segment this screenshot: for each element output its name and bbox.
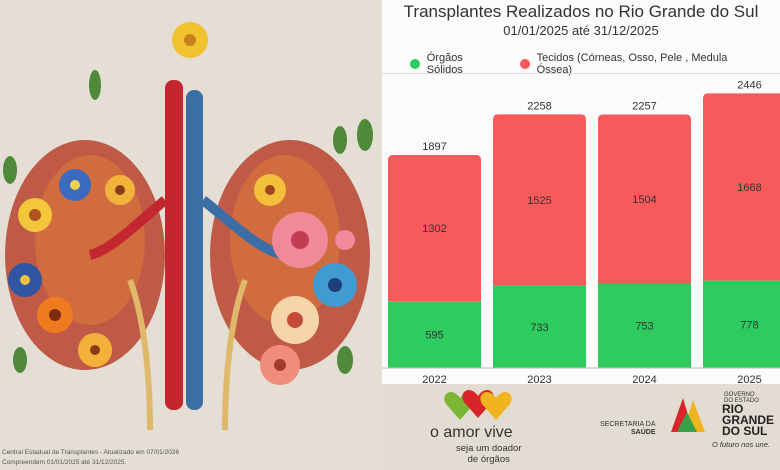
bar-tecidos-2024 — [598, 114, 691, 284]
secretaria-line1: SECRETARIA DA — [600, 421, 656, 428]
legend-swatch-tecidos — [519, 59, 530, 69]
update-note-line: Central Estadual de Transplantes - Atual… — [2, 449, 180, 456]
state-name-line1: RIO — [722, 402, 744, 416]
branding-footer: o amor vive seja um doador de órgãos SEC… — [382, 384, 780, 470]
total-label-2023: 2258 — [527, 100, 551, 112]
total-label-2025: 2446 — [737, 79, 761, 91]
state-name-line3: DO SUL — [722, 424, 768, 438]
data-label-orgaos-2023: 733 — [530, 322, 548, 334]
bar-tecidos-2022 — [388, 154, 481, 302]
gov-line1: GOVERNO — [724, 392, 755, 398]
state-name-line2: GRANDE — [722, 413, 775, 427]
legend-swatch-orgaos — [410, 59, 420, 69]
gov-label: GOVERNO DO ESTADO — [724, 392, 759, 404]
bar-orgaos-2022 — [388, 301, 481, 368]
bar-tecidos-2023 — [493, 114, 586, 286]
hearts-logo-icon — [444, 389, 512, 420]
slogan-sub-line2: de órgãos — [467, 454, 510, 465]
x-tick-label-2025: 2025 — [737, 374, 761, 384]
data-label-tecidos-2022: 1302 — [422, 223, 446, 235]
data-label-tecidos-2025: 1668 — [737, 182, 761, 194]
bar-orgaos-2024 — [598, 283, 691, 368]
x-tick-label-2024: 2024 — [632, 374, 656, 384]
data-label-tecidos-2023: 1525 — [527, 195, 551, 207]
update-note: Central Estadual de Transplantes - Atual… — [2, 448, 179, 468]
leaf-decoration — [3, 70, 373, 374]
secretaria-line2: SAÚDE — [630, 429, 656, 436]
slogan-sub-line1: seja um doador — [456, 443, 522, 454]
slogan: o amor vive — [430, 424, 513, 441]
bar-orgaos-2025 — [703, 280, 780, 368]
data-label-orgaos-2025: 778 — [740, 319, 758, 331]
gov-tagline: O futuro nos une. — [712, 440, 770, 449]
slogan-sub: seja um doador de órgãos — [456, 443, 521, 465]
state-emblem-icon — [671, 398, 705, 432]
data-label-tecidos-2024: 1504 — [632, 194, 656, 206]
stacked-bar-chart: 1302 595 1897 2022 1525 733 2258 2023 1504 753 225… — [382, 79, 780, 384]
bar-orgaos-2023 — [493, 285, 586, 368]
x-tick-label-2022: 2022 — [422, 374, 446, 384]
gov-line2: DO ESTADO — [724, 398, 759, 404]
bar-tecidos-2025 — [703, 93, 780, 281]
data-label-orgaos-2022: 595 — [425, 330, 443, 342]
total-label-2022: 1897 — [422, 141, 446, 153]
x-tick-label-2023: 2023 — [527, 374, 551, 384]
chart-subtitle: 01/01/2025 até 31/12/2025 — [503, 23, 659, 38]
period-note-line: Compreendem 01/01/2025 até 31/12/2025. — [2, 459, 127, 466]
secretaria-label: SECRETARIA DA SAÚDE — [600, 421, 656, 437]
flower-decoration — [8, 22, 357, 385]
kidney-illustration-panel: Central Estadual de Transplantes - Atual… — [0, 0, 382, 470]
total-label-2024: 2257 — [632, 101, 656, 113]
chart-title: Transplantes Realizados no Rio Grande do… — [403, 2, 759, 21]
data-label-orgaos-2024: 753 — [635, 321, 653, 333]
legend-divider — [382, 73, 780, 74]
state-name: RIO GRANDE DO SUL — [722, 402, 775, 438]
kidney-illustration — [3, 22, 373, 431]
